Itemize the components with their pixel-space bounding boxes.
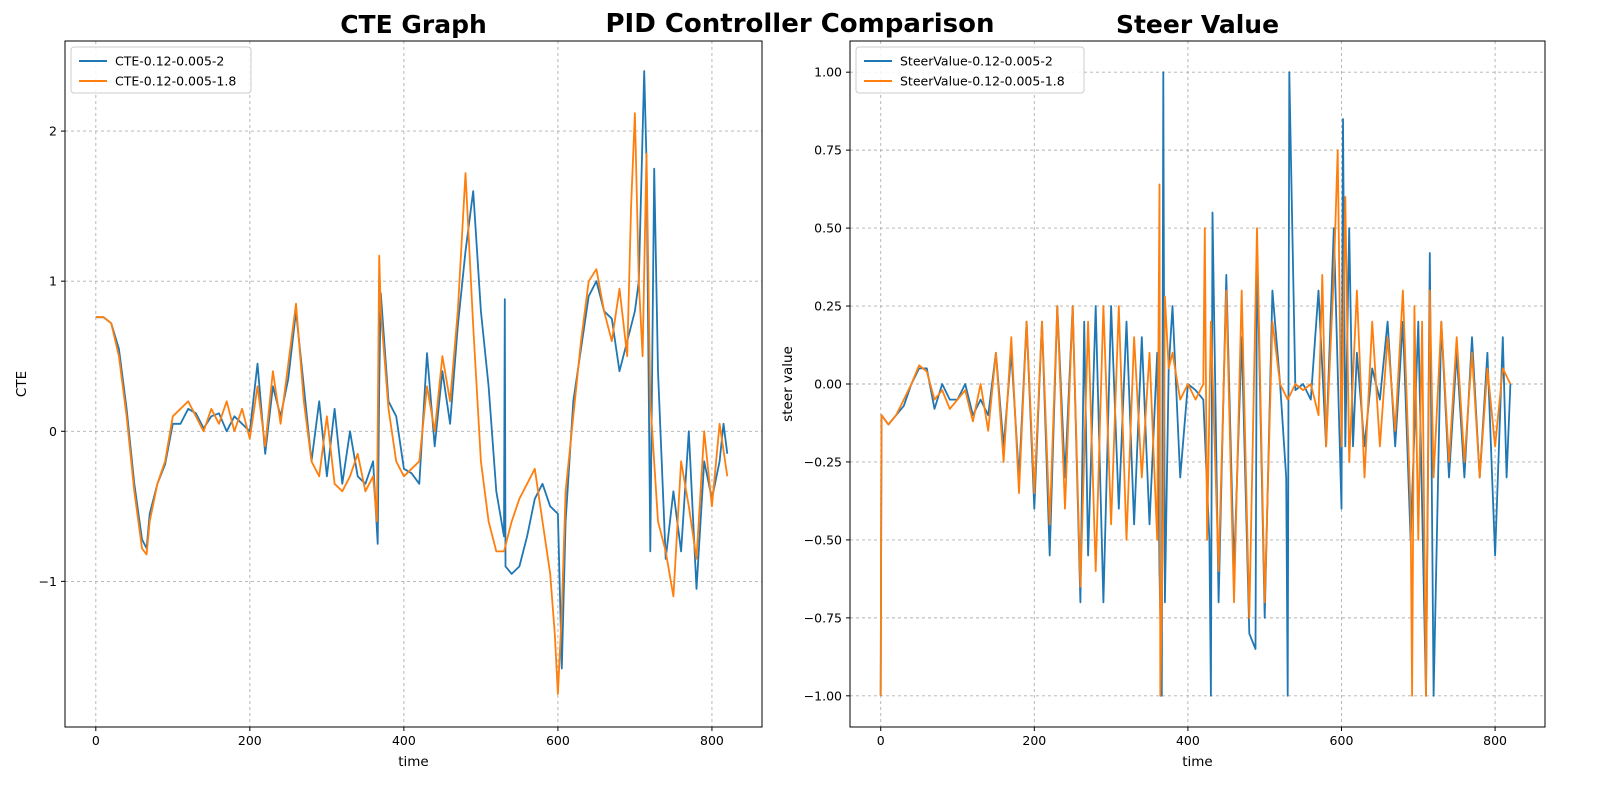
x-tick-label: 600 xyxy=(1330,733,1354,748)
x-tick-label: 800 xyxy=(1483,733,1507,748)
figure-suptitle: PID Controller Comparison xyxy=(605,9,995,39)
x-tick-label: 400 xyxy=(392,733,416,748)
x-tick-label: 0 xyxy=(92,733,100,748)
y-tick-label: 2 xyxy=(49,124,57,139)
series-line-2 xyxy=(95,112,729,695)
y-tick-label: 0.75 xyxy=(814,143,842,158)
y-axis-label: CTE xyxy=(14,371,30,397)
chart-cte: 0 200 400 600 800 −1 0 1 2 time CTE CTE Graph CTE-0.… xyxy=(14,10,763,770)
x-tick-label: 600 xyxy=(546,733,570,748)
chart-title: Steer Value xyxy=(1116,10,1279,39)
x-tick-label: 400 xyxy=(1176,733,1200,748)
legend: SteerValue-0.12-0.005-2 SteerValue-0.12-0… xyxy=(855,46,1085,94)
legend-box xyxy=(70,46,252,94)
y-tick-label: 0.50 xyxy=(814,221,842,236)
x-tick-label: 200 xyxy=(238,733,262,748)
legend-box xyxy=(855,46,1085,94)
y-tick-label: 0.25 xyxy=(814,299,842,314)
y-tick-label: −0.25 xyxy=(804,454,842,469)
x-axis-label: time xyxy=(398,754,429,770)
y-tick-label: 1 xyxy=(49,274,57,289)
legend-label-2: CTE-0.12-0.005-1.8 xyxy=(115,74,236,89)
legend: CTE-0.12-0.005-2 CTE-0.12-0.005-1.8 xyxy=(70,46,252,94)
chart-steer: 0 200 400 600 800 −1.00 −0.75 −0.50 −0.25 0.00 0.2… xyxy=(780,10,1546,770)
x-tick-label: 200 xyxy=(1022,733,1046,748)
x-tick-label: 0 xyxy=(877,733,885,748)
y-tick-label: 0.00 xyxy=(814,377,842,392)
x-tick-label: 800 xyxy=(700,733,724,748)
y-tick-label: 1.00 xyxy=(814,65,842,80)
y-tick-label: −0.50 xyxy=(804,532,842,547)
chart-title: CTE Graph xyxy=(340,10,487,39)
series-line-2 xyxy=(879,149,1512,697)
y-tick-label: −1.00 xyxy=(804,688,842,703)
y-tick-label: 0 xyxy=(49,424,57,439)
y-axis-label: steer value xyxy=(780,346,796,422)
y-tick-label: −0.75 xyxy=(804,610,842,625)
legend-label-1: SteerValue-0.12-0.005-2 xyxy=(900,54,1053,69)
x-axis-label: time xyxy=(1182,754,1213,770)
legend-label-1: CTE-0.12-0.005-2 xyxy=(115,54,224,69)
legend-label-2: SteerValue-0.12-0.005-1.8 xyxy=(900,74,1065,89)
axes-frame xyxy=(64,40,763,728)
y-tick-label: −1 xyxy=(39,574,57,589)
